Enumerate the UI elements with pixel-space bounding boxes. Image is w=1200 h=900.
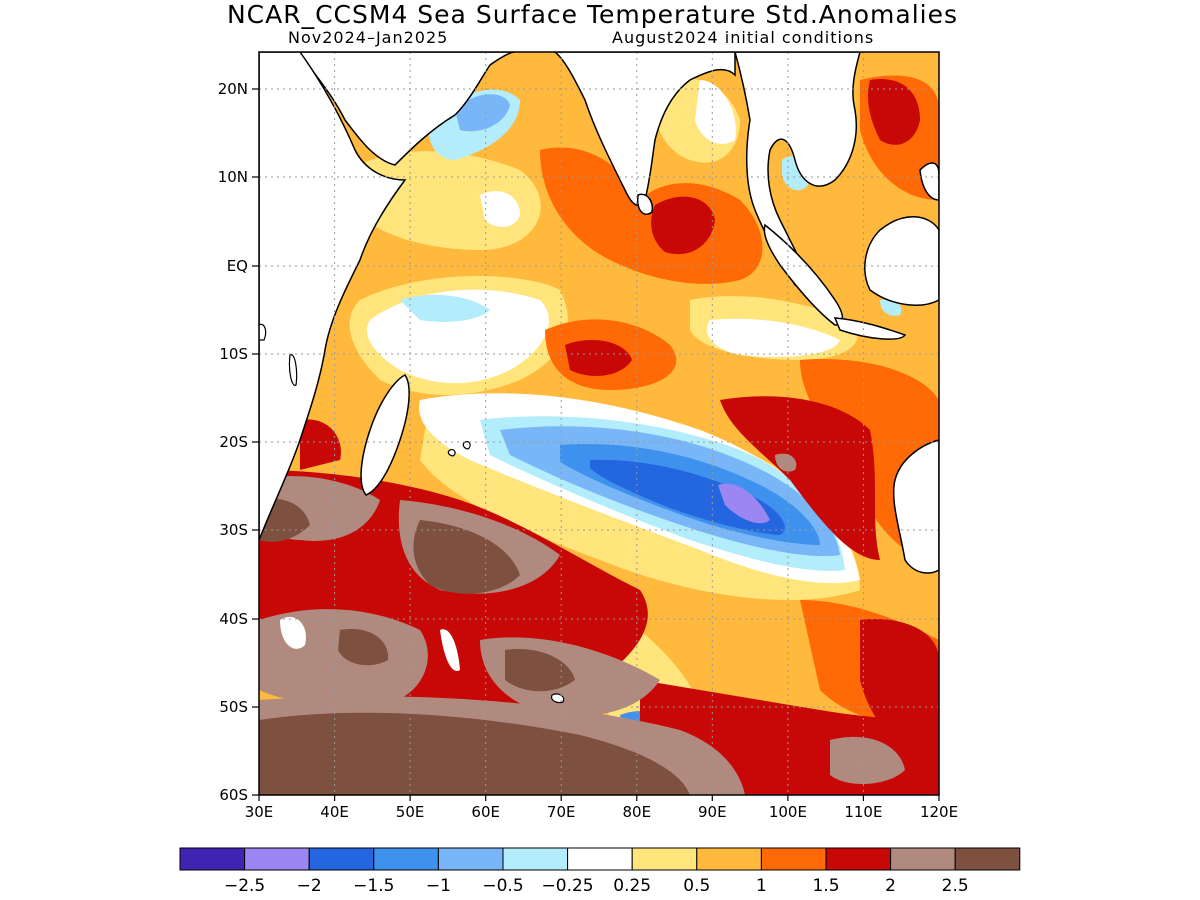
- lon-tick-label: 40E: [320, 803, 349, 821]
- lon-tick-label: 70E: [547, 803, 576, 821]
- colorbar-label: 0.25: [613, 876, 651, 896]
- field-lightbrown-se: [830, 736, 905, 785]
- lat-tick-label: 10S: [219, 345, 248, 363]
- land-mauritius: [462, 441, 471, 450]
- land-masses: [259, 52, 939, 704]
- colorbar-swatch: [502, 847, 569, 871]
- field-red-se: [860, 619, 939, 760]
- field-white-east: [706, 318, 840, 357]
- colorbar-swatch: [567, 847, 633, 871]
- colorbar-swatch: [373, 847, 439, 871]
- land-africa: [259, 52, 407, 541]
- forecast-period: Nov2024–Jan2025: [288, 28, 449, 47]
- lat-tick-label: 30S: [219, 521, 248, 539]
- colorbar-swatch: [954, 847, 1021, 871]
- land-madagascar: [360, 374, 410, 496]
- lon-tick-label: 60E: [471, 803, 500, 821]
- land-borneo: [864, 216, 939, 306]
- field-white-bengal: [695, 80, 736, 144]
- field-darkbrown-bottom: [259, 712, 690, 795]
- field-red-central: [565, 340, 632, 376]
- colorbar-label: 1: [756, 876, 767, 896]
- colorbar-label: 1.5: [812, 876, 839, 896]
- colorbar: −2.5 −2 −1.5 −1 −0.5 −0.25 0.25 0.5 1 1.5 2 2.5: [179, 847, 1021, 896]
- lat-tick-label: EQ: [227, 257, 248, 275]
- lon-tick-label: 80E: [623, 803, 652, 821]
- field-darkbrown-south2: [505, 649, 575, 692]
- field-darkbrown-south1: [413, 520, 520, 594]
- colorbar-swatch: [631, 847, 698, 871]
- land-kerguelen: [551, 693, 565, 704]
- land-australia: [892, 439, 939, 574]
- lon-tick-label: 100E: [769, 803, 807, 821]
- colorbar-swatch: [825, 847, 892, 871]
- field-white-crozet: [440, 629, 460, 671]
- land-comoros: [288, 354, 298, 386]
- colorbar-label: −1: [426, 876, 451, 896]
- colorbar-label: −1.5: [353, 876, 394, 896]
- field-darkbrown-south3: [338, 629, 389, 666]
- lat-tick-label: 40S: [219, 610, 248, 628]
- land-philippines: [919, 162, 939, 201]
- colorbar-label: 2.5: [942, 876, 969, 896]
- colorbar-label: 2: [885, 876, 896, 896]
- latitude-axis: 20N 10N EQ 10S 20S 30S 40S 50S 60S: [218, 80, 259, 804]
- field-red-east: [720, 396, 880, 560]
- lon-tick-label: 50E: [396, 803, 425, 821]
- colorbar-label: −2.5: [224, 876, 265, 896]
- lon-tick-label: 90E: [698, 803, 727, 821]
- lat-tick-label: 20N: [218, 80, 248, 98]
- colorbar-swatch: [308, 847, 375, 871]
- lat-tick-label: 20S: [219, 433, 248, 451]
- map-title: NCAR_CCSM4 Sea Surface Temperature Std.A…: [226, 0, 959, 29]
- lon-tick-label: 110E: [844, 803, 882, 821]
- land-srilanka: [636, 193, 654, 216]
- field-orange-bengal: [540, 147, 763, 284]
- field-red-scs: [868, 79, 920, 145]
- field-red-madagascar: [300, 419, 341, 470]
- lat-tick-label: 50S: [219, 698, 248, 716]
- colorbar-swatch: [244, 847, 310, 871]
- field-lightyellow-arabian: [350, 151, 541, 250]
- field-darkblue-south: [590, 459, 785, 535]
- longitude-axis: 30E 40E 50E 60E 70E 80E 90E 100E 110E 120E: [245, 795, 958, 821]
- field-red-bengal: [651, 196, 715, 255]
- land-java: [833, 317, 907, 340]
- colorbar-swatch: [437, 847, 504, 871]
- colorbar-swatch: [890, 847, 956, 871]
- field-white-sw: [280, 616, 306, 649]
- plot-frame: [258, 51, 940, 796]
- field-lightbrown-east: [775, 453, 797, 472]
- colorbar-label: −0.5: [482, 876, 523, 896]
- field-lavender-core: [718, 483, 770, 524]
- colorbar-swatch: [696, 847, 762, 871]
- land-arabia: [259, 52, 516, 166]
- colorbar-swatch: [179, 847, 246, 871]
- initial-conditions: August2024 initial conditions: [612, 28, 875, 47]
- field-lightblue-arabian: [455, 94, 510, 132]
- field-white-central: [366, 289, 549, 384]
- colorbar-label: −0.25: [542, 876, 594, 896]
- land-sumatra: [763, 223, 844, 326]
- field-cyan-java: [880, 299, 902, 316]
- anomaly-field: [259, 52, 939, 795]
- lon-tick-label: 120E: [920, 803, 958, 821]
- field-white-arabian: [480, 191, 520, 227]
- lon-tick-label: 30E: [245, 803, 274, 821]
- lat-tick-label: 10N: [218, 168, 248, 186]
- land-zanzibar: [259, 323, 267, 341]
- land-reunion: [447, 449, 456, 457]
- colorbar-label: −2: [297, 876, 322, 896]
- lat-tick-label: 60S: [219, 786, 248, 804]
- field-cyan-central: [400, 294, 490, 322]
- colorbar-label: 0.5: [683, 876, 710, 896]
- map-gridlines: [259, 52, 939, 795]
- colorbar-swatch: [760, 847, 827, 871]
